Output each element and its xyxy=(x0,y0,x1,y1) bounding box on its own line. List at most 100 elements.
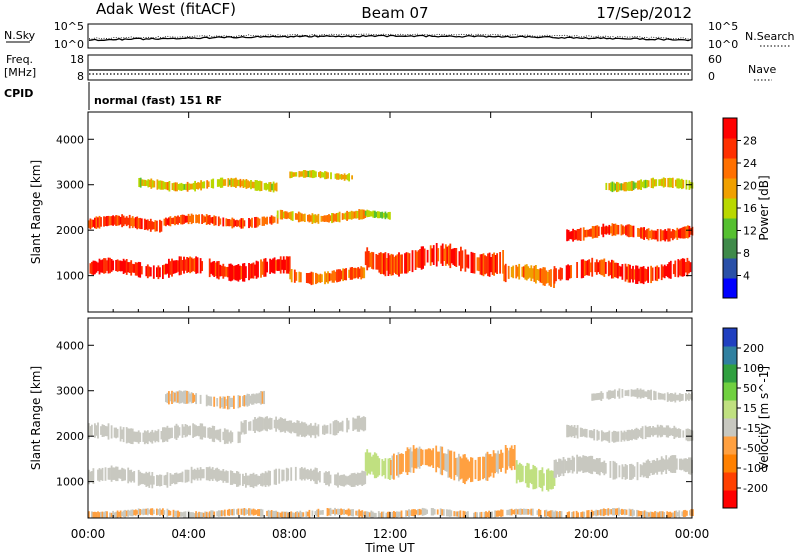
vel-cell xyxy=(229,430,232,444)
power-cell xyxy=(171,183,174,190)
power-cell xyxy=(261,216,264,226)
vel-cell xyxy=(101,467,104,481)
nsky-tick-top-right: 10^5 xyxy=(708,20,738,33)
vel-cell xyxy=(172,391,175,403)
power-cell xyxy=(484,255,486,275)
power-cell xyxy=(651,267,654,281)
power-cell xyxy=(144,179,147,187)
station-title: Adak West (fitACF) xyxy=(96,0,236,18)
vel-cell xyxy=(660,456,663,475)
power-cell xyxy=(655,179,658,187)
vel-cell xyxy=(148,432,151,442)
vel-cell xyxy=(559,458,562,476)
x-tick-label: 12:00 xyxy=(373,527,408,541)
vel-cell xyxy=(414,509,417,516)
vel-cell xyxy=(534,466,536,490)
power-cell xyxy=(222,217,225,227)
x-tick-label: 00:00 xyxy=(675,527,710,541)
power-cell xyxy=(98,258,101,275)
power-cell xyxy=(591,257,594,277)
power-cell xyxy=(307,273,310,284)
vel-cell xyxy=(344,475,347,486)
vel-cell xyxy=(688,392,690,401)
vel-cell xyxy=(109,467,111,480)
vel-cell xyxy=(157,475,160,486)
vel-cell xyxy=(226,509,229,516)
vel-cell xyxy=(198,511,201,518)
power-cell xyxy=(266,261,269,273)
vel-cell xyxy=(211,510,214,518)
power-cell xyxy=(303,213,306,222)
power-cell xyxy=(369,252,372,267)
power-colorbar-tick-label: 4 xyxy=(743,270,750,283)
power-cell xyxy=(594,225,597,238)
power-cell xyxy=(668,228,671,242)
vel-cell xyxy=(662,393,665,400)
power-cell xyxy=(146,264,149,279)
power-cell xyxy=(596,225,599,238)
power-cell xyxy=(586,260,589,276)
power-cell xyxy=(216,261,219,279)
power-cell xyxy=(195,182,198,189)
power-cell xyxy=(362,209,365,219)
vel-cell xyxy=(626,390,628,396)
vel-cell xyxy=(388,511,391,518)
power-cell xyxy=(392,254,394,276)
power-cell xyxy=(614,262,616,277)
velocity-ylabel: Slant Range [km] xyxy=(29,366,43,470)
vel-cell xyxy=(656,458,659,475)
vel-cell xyxy=(568,457,571,473)
vel-cell xyxy=(316,426,318,435)
vel-cell xyxy=(462,510,465,518)
vel-cell xyxy=(600,462,603,472)
vel-cell xyxy=(127,509,130,517)
power-cell xyxy=(210,217,213,223)
power-cell xyxy=(174,182,177,192)
vel-cell xyxy=(272,510,275,518)
vel-cell xyxy=(322,425,324,435)
power-cell xyxy=(674,179,677,187)
vel-cell xyxy=(190,392,193,404)
vel-y-tick-label: 3000 xyxy=(56,385,84,398)
vel-cell xyxy=(582,455,585,473)
vel-cell xyxy=(646,427,649,438)
vel-cell xyxy=(208,396,211,406)
vel-cell xyxy=(637,510,640,517)
power-cell xyxy=(315,272,317,285)
power-cell xyxy=(635,265,637,284)
vel-cell xyxy=(192,512,195,518)
vel-cell xyxy=(257,475,259,485)
vel-cell xyxy=(577,456,580,472)
vel-cell xyxy=(633,510,635,516)
vel-cell xyxy=(506,447,509,470)
vel-cell xyxy=(649,511,652,518)
vel-cell xyxy=(598,392,601,400)
power-cell xyxy=(553,266,556,284)
power-cell xyxy=(221,177,224,188)
power-cell xyxy=(192,258,195,271)
power-cell xyxy=(318,172,320,177)
vel-cell xyxy=(260,391,262,405)
vel-cell xyxy=(447,449,450,478)
vel-y-tick-label: 1000 xyxy=(56,476,84,489)
vel-cell xyxy=(94,423,96,438)
power-cell xyxy=(627,264,630,283)
vel-cell xyxy=(183,426,185,435)
vel-cell xyxy=(288,420,291,433)
vel-cell xyxy=(266,416,269,432)
power-cell xyxy=(461,250,464,269)
power-cell xyxy=(360,266,363,280)
vel-cell xyxy=(586,510,589,518)
power-cell xyxy=(682,179,685,189)
power-cell xyxy=(156,267,158,277)
vel-cell xyxy=(186,390,189,404)
vel-cell xyxy=(632,430,635,439)
power-cell xyxy=(97,217,99,228)
power-cell xyxy=(530,265,533,282)
x-tick-labels: 00:00 04:00 08:00 12:00 16:00 20:00 00:00 xyxy=(71,527,710,541)
vel-cell xyxy=(282,511,285,518)
vel-cell xyxy=(461,458,463,479)
power-cell xyxy=(435,243,438,267)
power-cell xyxy=(672,264,675,275)
